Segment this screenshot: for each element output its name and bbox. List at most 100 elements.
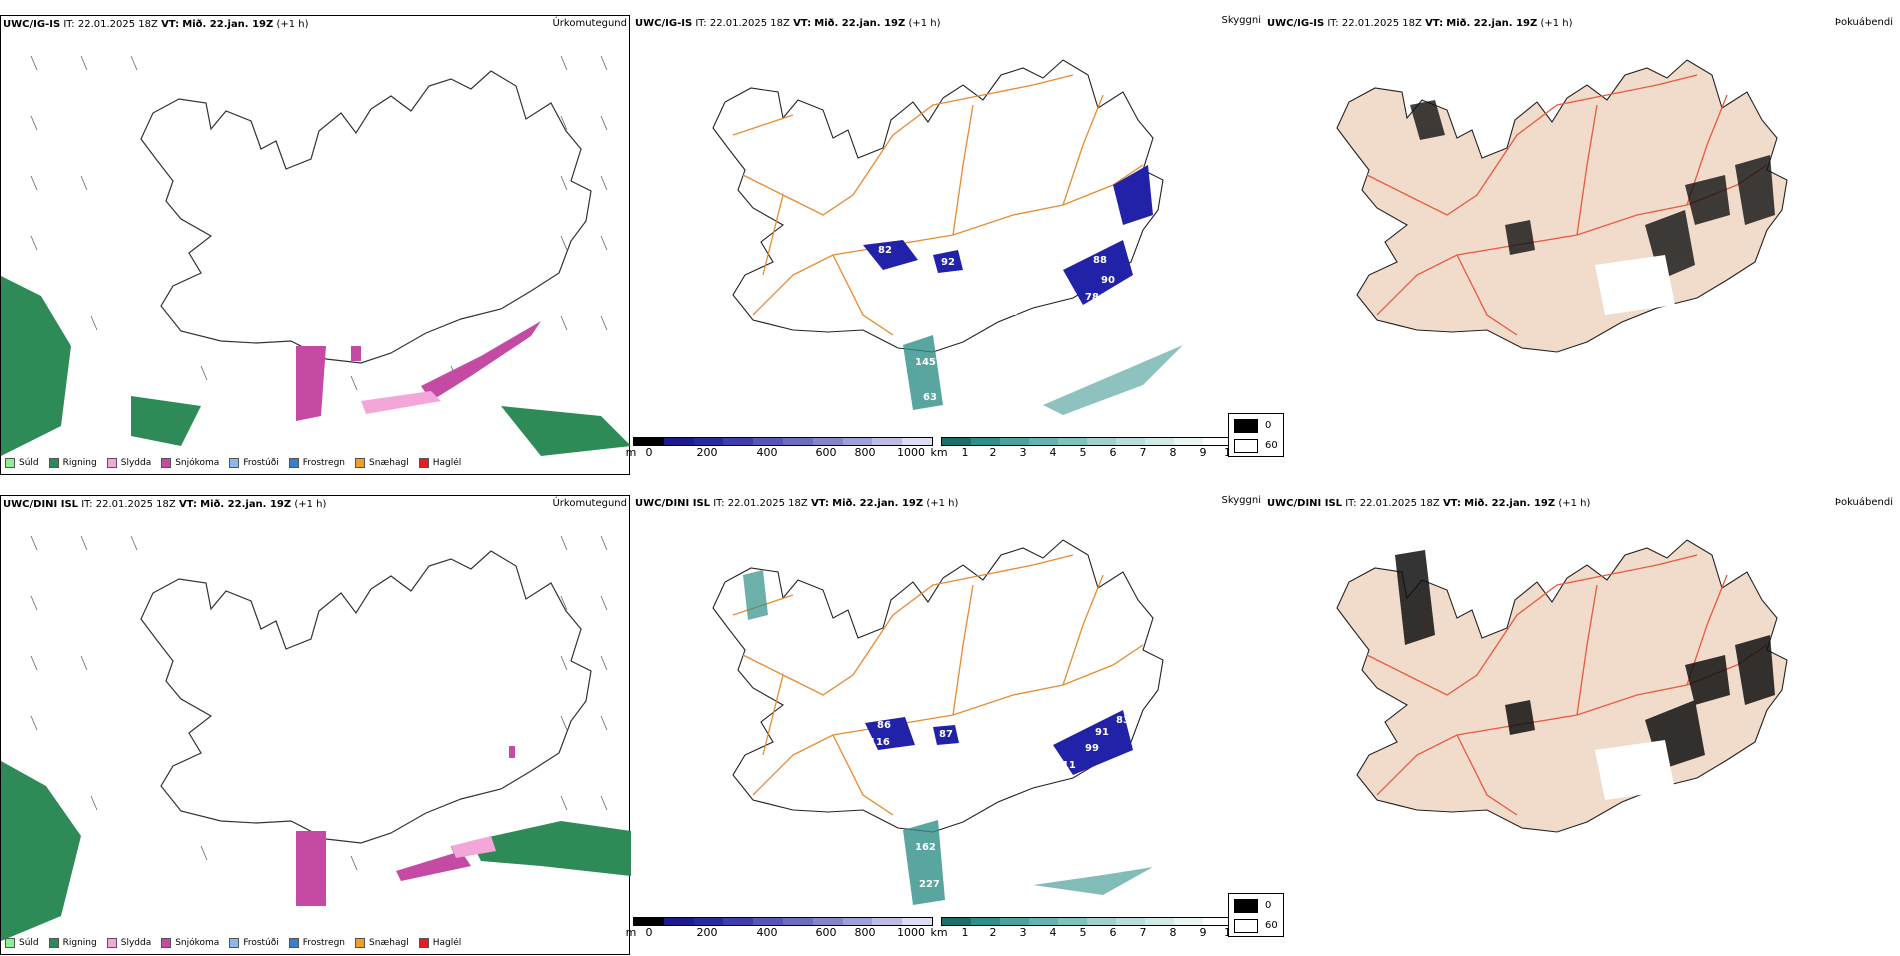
fog-map-1 [1336, 59, 1788, 353]
ceiling-tick: 0 [645, 446, 653, 459]
low-ceiling-area-3 [1053, 710, 1133, 775]
ceiling-label: 78 [1085, 292, 1099, 303]
rain-area-west-1 [1, 276, 71, 456]
ceiling-label: 116 [869, 737, 890, 748]
ceiling-map-2: 86 116 87 91 99 83 111 162 227 [712, 539, 1164, 905]
ceiling-label: 92 [941, 257, 955, 268]
visibility-tick: 1 [961, 926, 969, 939]
legend-freezing-rain: Frostregn [288, 938, 345, 948]
ceiling-label: 63 [923, 392, 937, 403]
ceiling-tick: 200 [696, 926, 718, 939]
sleet-area-1 [361, 391, 441, 414]
visibility-tick: 2 [989, 446, 997, 459]
ceiling-label: 86 [877, 720, 891, 731]
rain-area-east-2 [471, 821, 631, 876]
panel-title: Þokuábendi [1834, 497, 1893, 508]
ceiling-tick: 600 [815, 446, 837, 459]
ceiling-label: 91 [1095, 727, 1109, 738]
fog-legend-high: 60 [1265, 920, 1278, 931]
low-ceiling-area-3 [1063, 240, 1133, 305]
panel-title: Þokuábendi [1834, 17, 1893, 28]
fog-clear-area-2 [1595, 740, 1675, 800]
ceiling-value-labels-2: 86 116 87 91 99 83 111 162 227 [869, 715, 1130, 890]
legend-sleet: Slydda [106, 458, 151, 468]
legend-snow: Snjókoma [161, 938, 219, 948]
low-vis-area-1 [903, 335, 943, 410]
ceiling-unit: m [625, 926, 637, 939]
snow-patch-2 [509, 746, 515, 758]
panel-header: UWC/DINI ISL IT: 22.01.2025 18Z VT: Mið.… [1267, 498, 1591, 509]
legend-hail: Haglél [418, 458, 461, 468]
visibility-tick: 8 [1169, 446, 1177, 459]
fog-clear-area-1 [1595, 255, 1675, 315]
fog-panel-1: UWC/IG-IS IT: 22.01.2025 18Z VT: Mið. 22… [1228, 15, 1895, 475]
visibility-colorbar-1: km 1 2 3 4 5 6 7 8 9 10 [930, 437, 1238, 459]
road-network-1 [732, 74, 1144, 336]
snow-area-east-2 [396, 851, 471, 881]
legend-snow-grains: Snæhagl [355, 458, 409, 468]
legend-sleet: Slydda [106, 938, 151, 948]
fog-areas-1 [1410, 100, 1775, 280]
legend-snow: Snjókoma [161, 458, 219, 468]
ceiling-tick: 800 [854, 446, 876, 459]
panel-title: Skyggni [1221, 15, 1261, 26]
ceiling-tick: 200 [696, 446, 718, 459]
visibility-tick: 4 [1049, 446, 1057, 459]
visibility-tick: 5 [1079, 926, 1087, 939]
visibility-tick: 4 [1049, 926, 1057, 939]
snow-area-2 [296, 831, 326, 906]
low-ceiling-area-2 [933, 725, 959, 745]
precip-type-map-1 [1, 55, 631, 456]
snow-area-east-1 [421, 321, 541, 401]
fog-legend-high: 60 [1265, 440, 1278, 451]
fog-legend-1: 0 60 [1228, 413, 1284, 457]
visibility-colorbar-2: km 1 2 3 4 5 6 7 8 9 10 [930, 917, 1238, 939]
ceiling-label: 111 [1055, 760, 1076, 771]
panel-header: UWC/IG-IS IT: 22.01.2025 18Z VT: Mið. 22… [3, 19, 309, 30]
ceiling-label: 88 [865, 269, 879, 280]
precip-legend-2: Súld Rigning Slydda Snjókoma Frostúði Fr… [5, 938, 461, 948]
visibility-tick: 6 [1109, 446, 1117, 459]
rain-area-west-2 [1, 761, 81, 941]
iceland-outline-2 [140, 550, 592, 844]
visibility-tick: 2 [989, 926, 997, 939]
panel-header: UWC/DINI ISL IT: 22.01.2025 18Z VT: Mið.… [3, 499, 327, 510]
legend-snow-grains: Snæhagl [355, 938, 409, 948]
legend-freezing-rain: Frostregn [288, 458, 345, 468]
ceiling-label: 88 [1093, 255, 1107, 266]
visibility-tick: 5 [1079, 446, 1087, 459]
low-vis-area-2 [1043, 345, 1183, 415]
low-vis-area-1 [903, 820, 945, 905]
legend-drizzle: Súld [5, 458, 39, 468]
legend-hail: Haglél [418, 938, 461, 948]
low-ceiling-area-2 [933, 250, 963, 273]
ceiling-label: 90 [1101, 275, 1115, 286]
ceiling-colorbar-1: m 0 200 400 600 800 1000 [626, 437, 933, 459]
visibility-tick: 3 [1019, 446, 1027, 459]
low-vis-area-west-2 [743, 570, 768, 620]
snow-area-1 [296, 346, 326, 421]
legend-drizzle: Súld [5, 938, 39, 948]
precip-legend-1: Súld Rigning Slydda Snjókoma Frostúði Fr… [5, 458, 461, 468]
low-vis-area-2 [1033, 867, 1153, 895]
panel-title: Úrkomutegund [552, 498, 627, 509]
fog-panel-2: UWC/DINI ISL IT: 22.01.2025 18Z VT: Mið.… [1228, 495, 1895, 955]
ceiling-panel-1: 82 88 92 88 145 63 90 78 8 UWC/IG-IS IT:… [626, 15, 1263, 475]
ceiling-label: 87 [939, 729, 953, 740]
low-ceiling-area-1 [865, 717, 915, 750]
visibility-tick: 7 [1139, 446, 1147, 459]
visibility-unit: km [930, 446, 948, 459]
ceiling-tick: 600 [815, 926, 837, 939]
panel-header: UWC/IG-IS IT: 22.01.2025 18Z VT: Mið. 22… [1267, 18, 1573, 29]
ceiling-colorbar-2: m 0 200 400 600 800 1000 [626, 917, 933, 939]
fog-legend-2: 0 60 [1228, 893, 1284, 937]
ceiling-label: 83 [1116, 715, 1130, 726]
sleet-area-2 [451, 836, 496, 858]
visibility-tick: 1 [961, 446, 969, 459]
visibility-unit: km [930, 926, 948, 939]
ceiling-tick: 400 [756, 926, 778, 939]
precip-type-panel-1: UWC/IG-IS IT: 22.01.2025 18Z VT: Mið. 22… [0, 15, 631, 475]
panel-title: Úrkomutegund [552, 18, 627, 29]
fog-legend-low: 0 [1265, 420, 1272, 431]
panel-header: UWC/IG-IS IT: 22.01.2025 18Z VT: Mið. 22… [635, 18, 941, 29]
